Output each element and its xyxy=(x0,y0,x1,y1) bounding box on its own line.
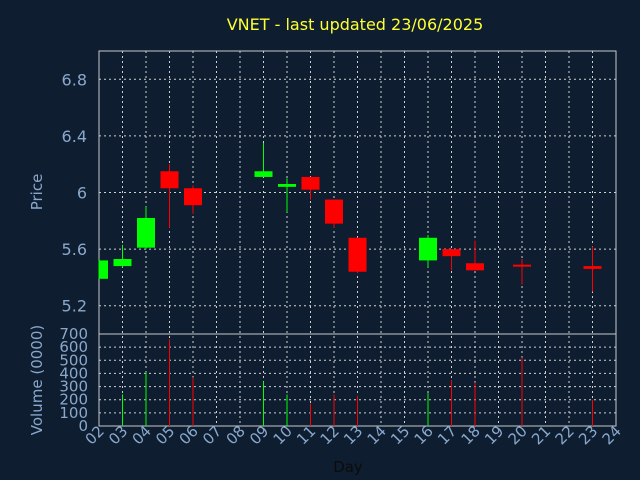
volume-tick-label: 400 xyxy=(59,364,88,382)
y-axis-label: Price xyxy=(28,174,46,211)
candle-body xyxy=(254,171,273,177)
volume-tick-label: 200 xyxy=(59,391,88,409)
chart-title: VNET - last updated 23/06/2025 xyxy=(227,15,484,34)
x-axis: 0203040506070809101112131415161718192021… xyxy=(82,422,625,448)
candle-body xyxy=(419,237,437,261)
volume-tick-label: 500 xyxy=(59,351,88,369)
candle-body xyxy=(278,184,296,187)
volume-tick-label: 600 xyxy=(59,338,88,356)
volume-tick-label: 0 xyxy=(78,417,88,435)
candle-body xyxy=(113,259,132,267)
candles xyxy=(98,142,602,292)
candle-body xyxy=(466,263,484,271)
price-tick-label: 5.2 xyxy=(62,297,87,316)
price-axis: 5.2 5.6 6 6.4 6.8 xyxy=(62,70,87,315)
volume-tick-label: 300 xyxy=(59,378,88,396)
candle-body xyxy=(513,264,531,267)
volume-axis-label: Volume (0000) xyxy=(28,325,46,435)
candle-body xyxy=(325,199,343,224)
candle-body xyxy=(442,249,461,257)
volume-tick-label: 700 xyxy=(59,325,88,343)
candle-body xyxy=(348,237,367,272)
volume-bars xyxy=(122,339,593,426)
candle-body xyxy=(583,266,602,269)
volume-tick-label: 100 xyxy=(59,404,88,422)
candle-body xyxy=(99,260,108,279)
price-tick-label: 6 xyxy=(77,184,87,203)
x-axis-label: Day xyxy=(333,458,363,476)
candle-body xyxy=(137,217,155,248)
price-tick-label: 6.8 xyxy=(62,70,87,89)
candle-body xyxy=(301,176,320,190)
price-tick-label: 6.4 xyxy=(62,127,87,146)
candle-body xyxy=(160,171,179,189)
candle-body xyxy=(184,188,202,206)
price-tick-label: 5.6 xyxy=(62,240,87,259)
